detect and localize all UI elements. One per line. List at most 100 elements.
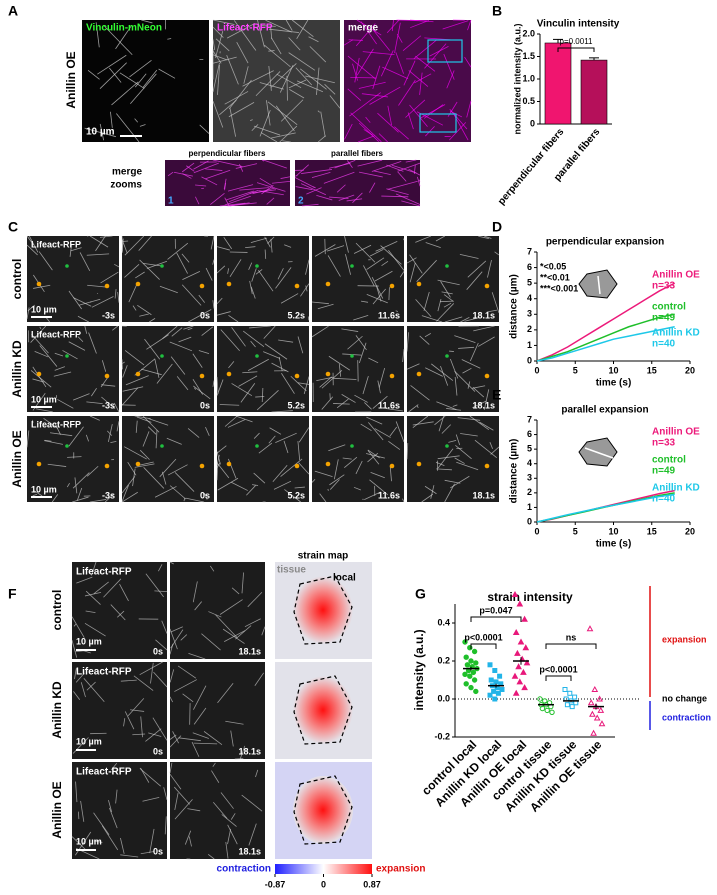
cell-edge bbox=[387, 180, 418, 190]
cell-edge bbox=[44, 439, 52, 442]
data-point bbox=[572, 694, 578, 700]
cell-edge bbox=[210, 235, 215, 250]
cell-edge bbox=[408, 404, 419, 413]
cell-outlines bbox=[216, 236, 310, 323]
cell-edge bbox=[436, 468, 452, 471]
cell-edge bbox=[89, 499, 107, 503]
cell-edge bbox=[201, 326, 214, 336]
colorbar-tick-label: 0 bbox=[321, 879, 326, 889]
cell-edge bbox=[239, 187, 269, 191]
cell-edge bbox=[415, 299, 432, 318]
y-tick-label: 1.5 bbox=[522, 51, 535, 61]
y-tick-label: 6 bbox=[527, 429, 532, 439]
colorbar-label: expansion bbox=[376, 864, 425, 875]
cell-edge bbox=[414, 73, 432, 84]
cell-edge bbox=[149, 828, 155, 854]
cell-edge bbox=[440, 365, 449, 386]
cell-edge bbox=[72, 472, 90, 489]
panel-label: G bbox=[415, 586, 426, 602]
cell-outlines bbox=[406, 235, 500, 323]
micrograph bbox=[82, 20, 209, 142]
cell-edge bbox=[227, 184, 254, 192]
cell-edge bbox=[122, 365, 128, 378]
legend-label: Anillin KD bbox=[652, 328, 700, 339]
x-axis-title: time (s) bbox=[596, 539, 632, 550]
cell-edge bbox=[437, 298, 442, 312]
time-label: 0s bbox=[200, 490, 210, 500]
cell-edge bbox=[99, 235, 113, 238]
time-label: 18.1s bbox=[472, 310, 495, 320]
cell-edge bbox=[364, 491, 381, 500]
cell-edge bbox=[130, 73, 157, 105]
cell-edge bbox=[284, 244, 292, 248]
chart-title: perpendicular expansion bbox=[546, 237, 664, 248]
cell-edge bbox=[300, 283, 310, 297]
cell-edge bbox=[410, 385, 430, 401]
cell-edge bbox=[258, 442, 273, 454]
cell-edge bbox=[419, 72, 423, 95]
cell-edge bbox=[103, 578, 122, 598]
cell-edge bbox=[436, 303, 455, 322]
cell-edge bbox=[224, 415, 238, 427]
cell-edge bbox=[226, 55, 239, 85]
cell-outlines bbox=[343, 19, 472, 143]
data-point bbox=[471, 677, 478, 683]
cell-edge bbox=[154, 486, 177, 498]
cell-edge bbox=[280, 458, 303, 477]
cell-edge bbox=[195, 184, 207, 187]
cell-edge bbox=[251, 268, 257, 282]
cell-edge bbox=[264, 343, 288, 360]
cell-edge bbox=[280, 176, 291, 179]
cell-edge bbox=[300, 183, 327, 196]
data-point bbox=[589, 710, 596, 717]
y-axis-title: normalized intensity (a.u.) bbox=[512, 23, 522, 134]
cell-edge bbox=[57, 399, 74, 409]
cell-edge bbox=[194, 601, 202, 611]
cell-edge bbox=[84, 591, 102, 597]
cell-edge bbox=[203, 731, 223, 745]
cell-edge bbox=[68, 290, 83, 310]
y-tick-label: 1 bbox=[527, 502, 532, 512]
cell-edge bbox=[95, 235, 106, 252]
cell-edge bbox=[478, 336, 495, 347]
cell-edge bbox=[309, 46, 327, 63]
cell-edge bbox=[220, 792, 234, 809]
data-point bbox=[586, 625, 594, 632]
channel-label: Lifeact-RFP bbox=[76, 667, 132, 678]
tracked-vertex bbox=[389, 463, 395, 469]
cell-edge bbox=[358, 171, 383, 178]
cell-edge bbox=[146, 260, 168, 269]
tracked-vertex bbox=[325, 281, 331, 287]
cell-edge bbox=[134, 415, 151, 420]
data-point bbox=[462, 671, 468, 677]
cell-edge bbox=[32, 493, 38, 497]
cell-edge bbox=[483, 389, 490, 410]
cell-edge bbox=[395, 193, 421, 205]
cell-edge bbox=[263, 351, 281, 359]
cell-edge bbox=[459, 254, 479, 259]
cell-edge bbox=[173, 171, 193, 177]
cell-edge bbox=[51, 494, 59, 503]
cell-edge bbox=[169, 485, 187, 500]
tracked-vertex bbox=[416, 281, 422, 287]
data-point bbox=[587, 699, 595, 706]
cell-edge bbox=[187, 808, 201, 812]
significance-legend: *<0.05 bbox=[540, 261, 566, 271]
data-point bbox=[516, 600, 524, 607]
cell-edge bbox=[298, 462, 310, 475]
tracked-vertex bbox=[199, 373, 205, 379]
cell-edge bbox=[363, 265, 375, 287]
cell-edge bbox=[373, 29, 391, 51]
micrograph bbox=[170, 562, 265, 659]
cell-edge bbox=[167, 242, 189, 260]
cell-edge bbox=[437, 455, 460, 460]
cell-edge bbox=[455, 445, 472, 460]
bar bbox=[580, 59, 608, 125]
cell-edge bbox=[263, 159, 287, 169]
cell-edge bbox=[268, 435, 276, 444]
cell-edge bbox=[355, 23, 376, 47]
cell-edge bbox=[273, 480, 292, 490]
cell-edge bbox=[408, 70, 429, 87]
cell-edge bbox=[161, 620, 168, 634]
data-point bbox=[497, 673, 503, 679]
